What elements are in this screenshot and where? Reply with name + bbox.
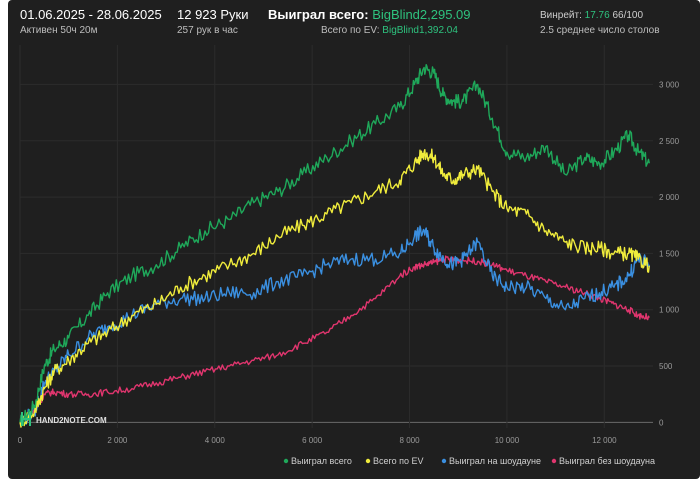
legend-marker	[365, 458, 371, 464]
winrate-count: 66/100	[612, 10, 644, 21]
active-time: Активен 50ч 20м	[20, 25, 98, 36]
y-tick-label: 3 000	[659, 80, 680, 89]
winrate-label: Винрейт:	[540, 10, 582, 21]
x-tick-label: 2 000	[107, 436, 128, 445]
hands-count: 12 923 Руки	[177, 7, 249, 22]
logo-text: HAND2NOTE.COM	[36, 416, 107, 425]
y-tick-label: 1 500	[659, 249, 680, 258]
legend-marker	[441, 458, 447, 464]
ev-total: Всего по EV: BigBlind1,392.04	[321, 25, 458, 36]
series-line	[19, 255, 650, 424]
series-line	[19, 148, 650, 428]
date-range: 01.06.2025 - 28.06.2025	[20, 7, 162, 22]
avg-tables: 2.5 среднее число столов	[540, 25, 660, 36]
x-tick-label: 0	[18, 436, 23, 445]
winrate: Винрейт: 17.76 66/100	[540, 10, 643, 21]
hands-per-hour: 257 рук в час	[177, 25, 238, 36]
legend-label[interactable]: Выиграл всего	[291, 456, 352, 466]
x-tick-label: 4 000	[205, 436, 226, 445]
line-chart: 0 500 1 000 1 500 2 000 2 500 3 000 0 2 000 4 00…	[18, 45, 680, 466]
won-total-label: Выиграл всего:	[268, 7, 369, 22]
x-tick-label: 12 000	[592, 436, 617, 445]
legend-marker	[283, 458, 289, 464]
y-tick-label: 2 000	[659, 193, 680, 202]
legend-label[interactable]: Выиграл без шоудауна	[559, 456, 655, 466]
series-line	[19, 64, 650, 426]
won-total-value: BigBlind2,295.09	[372, 7, 471, 22]
legend-marker	[551, 458, 557, 464]
logo: HAND2NOTE.COM	[21, 412, 107, 426]
legend-label[interactable]: Всего по EV	[373, 456, 423, 466]
y-tick-label: 0	[659, 418, 664, 427]
y-tick-label: 2 500	[659, 137, 680, 146]
y-tick-label: 500	[659, 362, 673, 371]
winrate-value: 17.76	[584, 10, 610, 21]
y-tick-label: 1 000	[659, 306, 680, 315]
ev-total-label: Всего по EV:	[321, 25, 380, 36]
graph-panel: 01.06.2025 - 28.06.2025 Активен 50ч 20м …	[8, 0, 700, 479]
logo-icon	[21, 412, 31, 426]
series-line	[19, 225, 650, 425]
legend-label[interactable]: Выиграл на шоудауне	[449, 456, 541, 466]
x-tick-label: 6 000	[302, 436, 323, 445]
x-tick-label: 10 000	[495, 436, 520, 445]
won-total: Выиграл всего: BigBlind2,295.09	[268, 7, 471, 22]
x-tick-label: 8 000	[400, 436, 421, 445]
ev-total-value: BigBlind1,392.04	[382, 25, 458, 36]
